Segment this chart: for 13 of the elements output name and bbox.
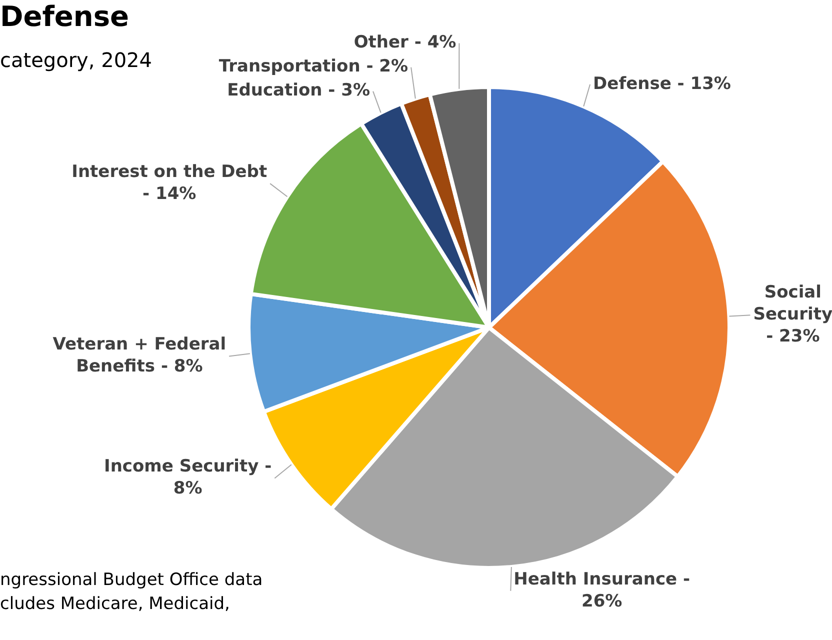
slice-label: Other - 4%	[354, 32, 456, 53]
text: ngressional Budget Office data	[0, 569, 263, 592]
slice-label: Transportation - 2%	[218, 56, 408, 77]
slice-label: Social Security - 23%	[753, 282, 832, 347]
slice-label: Defense - 13%	[593, 74, 731, 94]
slice-label: Health Insurance - 26%	[514, 569, 690, 612]
slice-label: Income Security - 8%	[104, 456, 272, 499]
chart-title: Defense	[0, 0, 129, 33]
slice-label: Interest on the Debt - 14%	[72, 162, 268, 204]
text: cludes Medicare, Medicaid,	[0, 593, 231, 616]
slice-label: Veteran + Federal Benefits - 8%	[52, 334, 226, 377]
slice-label: Education - 3%	[227, 80, 370, 101]
text: category, 2024	[0, 48, 152, 72]
